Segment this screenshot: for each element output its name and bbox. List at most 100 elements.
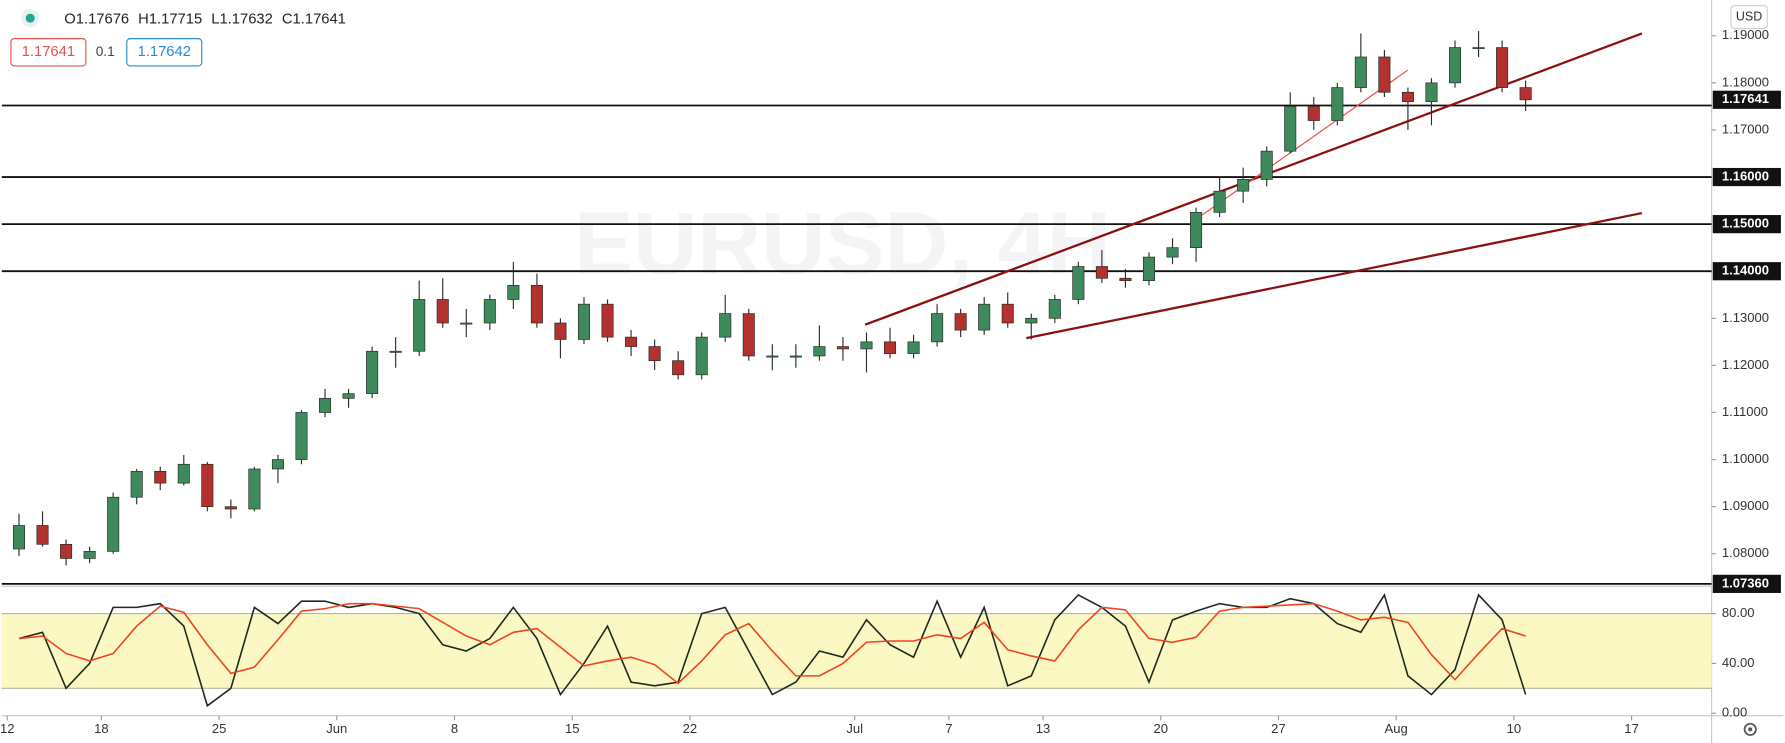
candle-body	[1072, 266, 1085, 300]
settings-icon[interactable]	[1743, 722, 1757, 736]
candle-body	[860, 341, 873, 350]
candle-body	[1142, 256, 1156, 281]
x-tick-label: 12	[0, 721, 14, 736]
candle-body	[719, 313, 732, 338]
candle-body	[1190, 212, 1203, 249]
candle-body	[1448, 47, 1462, 84]
candle-body	[1237, 179, 1250, 192]
osc-y-tick-label: 80.00	[1722, 605, 1755, 620]
candle-body	[1166, 247, 1179, 258]
gear-ring	[1743, 722, 1757, 736]
candle-body	[1425, 82, 1438, 103]
oscillator-line	[18, 593, 1527, 708]
ohlc-value: 1.17641	[293, 11, 346, 27]
trendline	[1026, 211, 1643, 340]
candle-body	[1284, 106, 1297, 152]
candle-body	[342, 393, 355, 399]
candle-body	[1119, 277, 1132, 281]
sell-box[interactable]	[10, 38, 87, 67]
candle-body	[813, 346, 826, 357]
last-price-label: 1.17641	[1722, 91, 1769, 106]
candle-body	[1260, 150, 1273, 180]
x-tick-label: 18	[94, 721, 109, 736]
ohlc-value: 1.17715	[149, 11, 202, 27]
x-tick-label: Jun	[326, 721, 347, 736]
y-tick-label: 1.10000	[1722, 451, 1769, 466]
candle-body	[83, 551, 96, 559]
osc-y-tick-label: 40.00	[1722, 655, 1755, 670]
y-tick-label: 1.13000	[1722, 310, 1769, 325]
candle-body	[130, 470, 143, 498]
ohlc-value: 1.17676	[76, 11, 129, 27]
candle-body	[1519, 87, 1532, 101]
candle-body	[436, 299, 449, 324]
x-tick-label: Aug	[1385, 721, 1408, 736]
watermark: EURUSD, 4H	[574, 193, 1111, 292]
last-price-box	[1712, 90, 1781, 109]
candle-body	[413, 299, 426, 352]
x-tick-label: 7	[945, 721, 952, 736]
currency-box[interactable]	[1730, 5, 1768, 29]
level-label-box	[1712, 167, 1781, 187]
spread: 0.1	[96, 44, 115, 59]
x-tick-label: 25	[212, 721, 227, 736]
candle-body	[271, 459, 284, 470]
candle-body	[530, 285, 543, 324]
ohlc-key: O	[64, 11, 75, 27]
y-tick-label: 1.18000	[1722, 74, 1769, 89]
candle-body	[695, 336, 708, 376]
candle-body	[931, 313, 944, 343]
candle-body	[625, 336, 638, 347]
candle-body	[1001, 303, 1014, 324]
candle-body	[1095, 266, 1108, 279]
y-tick-label: 1.17000	[1722, 121, 1769, 136]
candle-body	[1354, 56, 1367, 88]
x-tick-label: 10	[1507, 721, 1522, 736]
candle-body	[154, 470, 167, 484]
candle-body	[366, 350, 379, 394]
status-dot	[25, 13, 35, 23]
candle-body	[177, 463, 190, 484]
oscillator-line	[18, 602, 1526, 685]
candle-body	[319, 398, 332, 413]
candle-body	[742, 313, 755, 357]
level-label: 1.16000	[1722, 168, 1769, 183]
candle-body	[1496, 47, 1509, 88]
level-label: 1.14000	[1722, 263, 1769, 278]
candle-body	[224, 506, 237, 510]
candle-body	[907, 341, 920, 354]
ask-price: 1.17642	[138, 44, 191, 60]
candle-body	[460, 322, 473, 325]
trendline	[1200, 69, 1409, 217]
candle-body	[1401, 91, 1414, 103]
x-tick-label: 8	[451, 721, 458, 736]
candle-body	[1331, 87, 1344, 121]
candle-body	[507, 285, 520, 300]
candle-body	[1307, 106, 1320, 121]
candle-body	[248, 468, 261, 510]
candle-body	[978, 303, 991, 331]
x-tick-label: 15	[565, 721, 580, 736]
candle-body	[1025, 317, 1038, 324]
candle-body	[789, 355, 802, 358]
candle-body	[554, 322, 567, 340]
candle-body	[12, 525, 26, 550]
currency: USD	[1736, 9, 1762, 23]
ohlc-key: C	[282, 11, 293, 27]
candle-body	[766, 355, 779, 358]
candle-body	[36, 525, 49, 545]
candle-body	[577, 303, 591, 340]
x-tick-label: Jul	[846, 721, 863, 736]
x-tick-label: 27	[1271, 721, 1286, 736]
level-label-box	[1712, 215, 1781, 234]
y-tick-label: 1.09000	[1722, 498, 1769, 513]
candle-body	[1048, 299, 1061, 319]
ohlc-key: L	[211, 11, 219, 27]
level-label: 1.15000	[1722, 216, 1769, 231]
buy-box[interactable]	[126, 38, 203, 67]
candle-body	[1472, 47, 1485, 50]
candle-body	[389, 350, 402, 353]
candle-body	[201, 463, 214, 507]
candle-body	[1378, 56, 1391, 93]
candle-body	[601, 303, 614, 338]
